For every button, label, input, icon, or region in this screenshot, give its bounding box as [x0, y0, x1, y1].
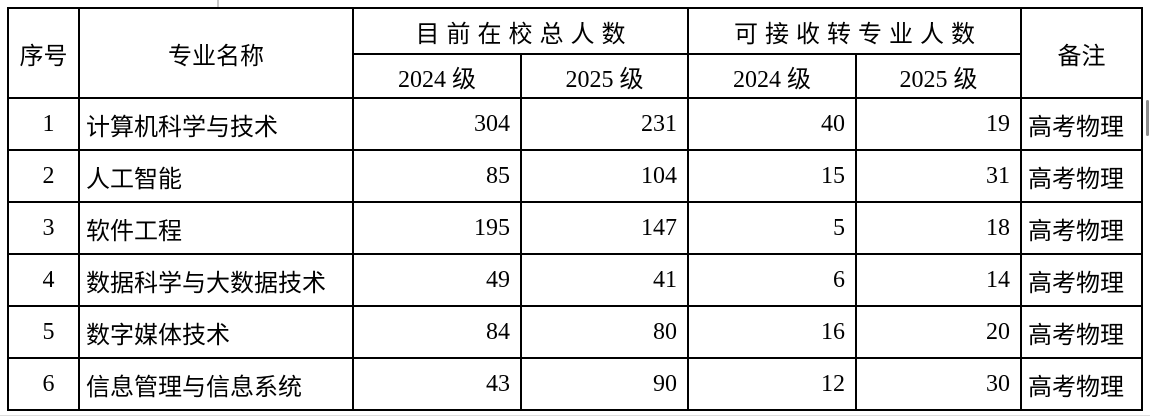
current-2024-count: 49: [352, 253, 522, 307]
remark: 高考物理: [1020, 305, 1143, 359]
major-name: 数字媒体技术: [78, 305, 354, 359]
table-row: 6 信息管理与信息系统 43 90 12 30 高考物理: [7, 357, 1143, 411]
remark: 高考物理: [1020, 253, 1143, 307]
transfer-2025-count: 20: [855, 305, 1022, 359]
table-row: 1 计算机科学与技术 304 231 40 19 高考物理: [7, 97, 1143, 151]
current-2024-count: 304: [352, 97, 522, 151]
gridline-stub-top: [217, 0, 219, 7]
row-index: 5: [7, 305, 80, 359]
remark: 高考物理: [1020, 149, 1143, 203]
current-2024-count: 43: [352, 357, 522, 411]
row-index: 1: [7, 97, 80, 151]
column-header-transfer-group: 可接收转专业人数: [687, 7, 1022, 55]
major-name: 信息管理与信息系统: [78, 357, 354, 411]
column-header-transfer-2025: 2025 级: [855, 53, 1022, 99]
transfer-2025-count: 18: [855, 201, 1022, 255]
row-index: 4: [7, 253, 80, 307]
table-row: 2 人工智能 85 104 15 31 高考物理: [7, 149, 1143, 203]
column-header-remark: 备注: [1020, 7, 1143, 99]
column-header-current-2024: 2024 级: [352, 53, 522, 99]
major-name: 计算机科学与技术: [78, 97, 354, 151]
transfer-2025-count: 14: [855, 253, 1022, 307]
current-2025-count: 104: [520, 149, 689, 203]
transfer-2024-count: 6: [687, 253, 857, 307]
transfer-2024-count: 12: [687, 357, 857, 411]
remark: 高考物理: [1020, 201, 1143, 255]
current-2025-count: 41: [520, 253, 689, 307]
column-header-current-group: 目前在校总人数: [352, 7, 689, 55]
column-header-transfer-2024: 2024 级: [687, 53, 857, 99]
remark: 高考物理: [1020, 357, 1143, 411]
gridline-bottom: [0, 415, 1150, 416]
major-name: 数据科学与大数据技术: [78, 253, 354, 307]
table-row: 3 软件工程 195 147 5 18 高考物理: [7, 201, 1143, 255]
row-index: 6: [7, 357, 80, 411]
transfer-2024-count: 40: [687, 97, 857, 151]
table-row: 4 数据科学与大数据技术 49 41 6 14 高考物理: [7, 253, 1143, 307]
current-2025-count: 147: [520, 201, 689, 255]
column-header-major: 专业名称: [78, 7, 354, 99]
transfer-2025-count: 19: [855, 97, 1022, 151]
transfer-2025-count: 30: [855, 357, 1022, 411]
major-transfer-table: 序号 专业名称 目前在校总人数 可接收转专业人数 备注 2024 级 2025 …: [7, 7, 1143, 411]
row-index: 3: [7, 201, 80, 255]
current-2025-count: 80: [520, 305, 689, 359]
scrollbar-fragment: [1146, 100, 1149, 136]
column-header-current-2025: 2025 级: [520, 53, 689, 99]
transfer-2024-count: 5: [687, 201, 857, 255]
current-2025-count: 231: [520, 97, 689, 151]
table-row: 5 数字媒体技术 84 80 16 20 高考物理: [7, 305, 1143, 359]
column-header-index: 序号: [7, 7, 80, 99]
transfer-2024-count: 15: [687, 149, 857, 203]
current-2024-count: 84: [352, 305, 522, 359]
current-2024-count: 195: [352, 201, 522, 255]
table-body: 1 计算机科学与技术 304 231 40 19 高考物理 2 人工智能 85 …: [7, 97, 1143, 411]
table-header: 序号 专业名称 目前在校总人数 可接收转专业人数 备注 2024 级 2025 …: [7, 7, 1143, 99]
transfer-2024-count: 16: [687, 305, 857, 359]
row-index: 2: [7, 149, 80, 203]
header-group-row: 序号 专业名称 目前在校总人数 可接收转专业人数 备注: [7, 7, 1143, 99]
transfer-2025-count: 31: [855, 149, 1022, 203]
major-name: 人工智能: [78, 149, 354, 203]
major-name: 软件工程: [78, 201, 354, 255]
header-year-row: 2024 级 2025 级 2024 级 2025 级: [8, 53, 1142, 99]
current-2025-count: 90: [520, 357, 689, 411]
current-2024-count: 85: [352, 149, 522, 203]
remark: 高考物理: [1020, 97, 1143, 151]
